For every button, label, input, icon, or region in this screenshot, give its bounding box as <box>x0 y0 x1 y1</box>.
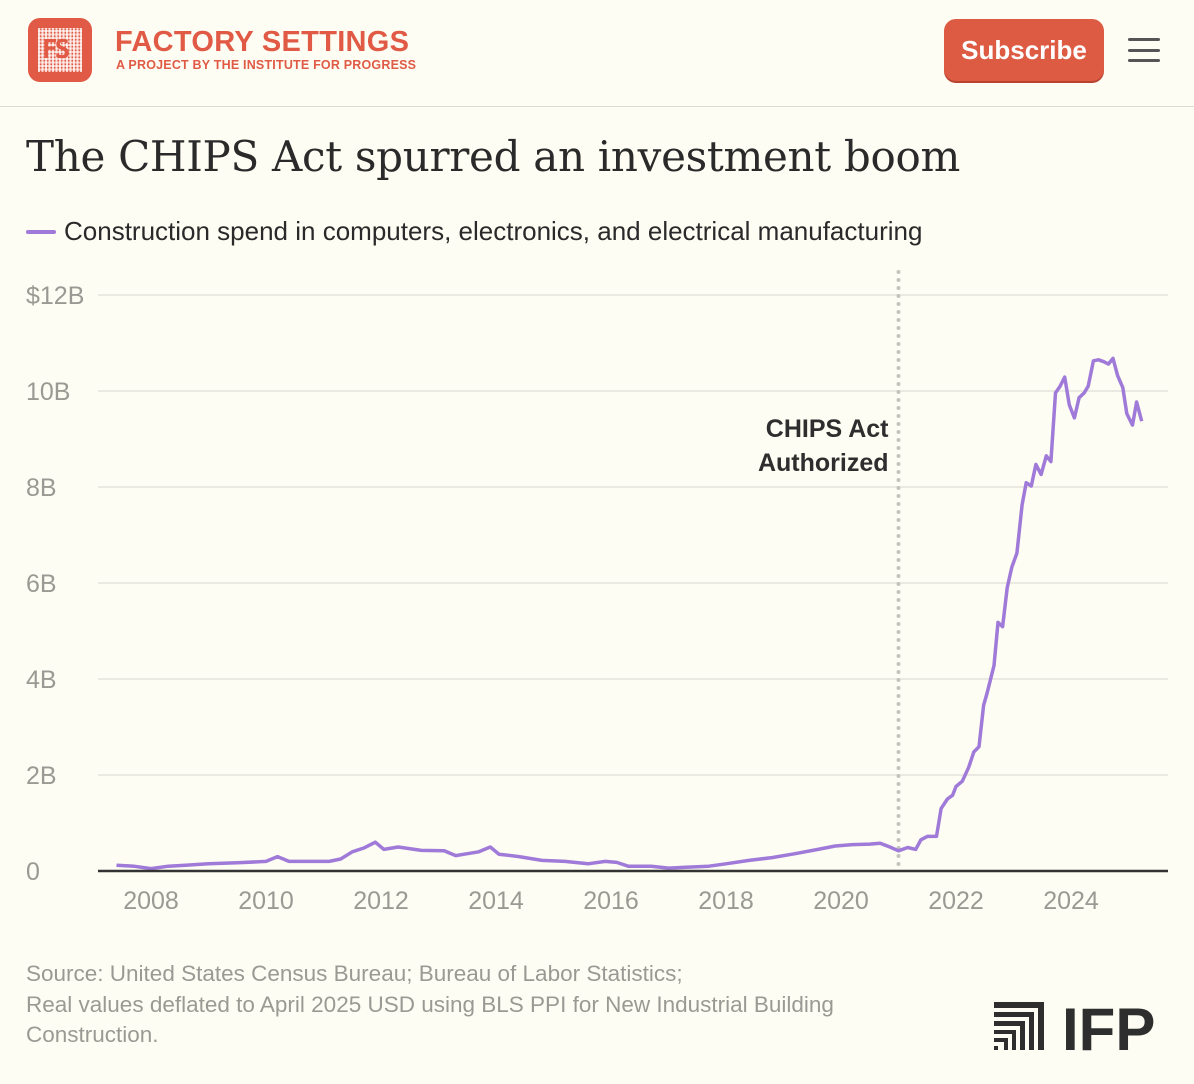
x-tick-label: 2018 <box>698 887 754 915</box>
logo-grid-icon <box>38 28 82 72</box>
y-tick-label: 4B <box>26 666 57 694</box>
brand-name[interactable]: FACTORY SETTINGS <box>115 26 410 58</box>
x-tick-label: 2010 <box>238 887 294 915</box>
x-tick-label: 2022 <box>928 887 984 915</box>
y-tick-label: 10B <box>26 378 70 406</box>
chart-legend: Construction spend in computers, electro… <box>26 216 922 247</box>
source-line-1: Source: United States Census Bureau; Bur… <box>26 961 683 986</box>
y-tick-label: 0 <box>26 858 40 886</box>
annotation-label: CHIPS Act <box>766 415 889 443</box>
x-tick-label: 2012 <box>353 887 409 915</box>
x-tick-label: 2020 <box>813 887 869 915</box>
source-line-2: Real values deflated to April 2025 USD u… <box>26 992 834 1017</box>
y-tick-label: 2B <box>26 762 57 790</box>
header-divider <box>0 106 1194 107</box>
logo-monogram: FS <box>42 35 70 65</box>
annotation-label: Authorized <box>758 449 889 477</box>
hamburger-icon[interactable] <box>1128 38 1160 62</box>
line-chart: 0 2B 4B 6B 8B 10B $12B 2008 2010 2012 2014 2016 2018… <box>26 270 1168 915</box>
factory-settings-logo[interactable]: FS <box>28 18 92 82</box>
brand-tagline: A PROJECT BY THE INSTITUTE FOR PROGRESS <box>116 58 417 72</box>
chart-title: The CHIPS Act spurred an investment boom <box>26 132 961 181</box>
legend-label: Construction spend in computers, electro… <box>64 216 923 246</box>
y-tick-label: 8B <box>26 474 57 502</box>
x-tick-label: 2014 <box>468 887 524 915</box>
source-line-3: Construction. <box>26 1022 159 1047</box>
series-line-construction-spend <box>116 356 1144 871</box>
y-tick-label: $12B <box>26 282 84 310</box>
ifp-logo: IFP <box>994 1000 1155 1054</box>
x-tick-label: 2024 <box>1043 887 1099 915</box>
legend-swatch <box>26 229 56 234</box>
x-tick-label: 2008 <box>123 887 179 915</box>
y-tick-label: 6B <box>26 570 57 598</box>
x-tick-label: 2016 <box>583 887 639 915</box>
ifp-logo-text: IFP <box>1062 1000 1155 1054</box>
subscribe-button[interactable]: Subscribe <box>944 19 1104 81</box>
